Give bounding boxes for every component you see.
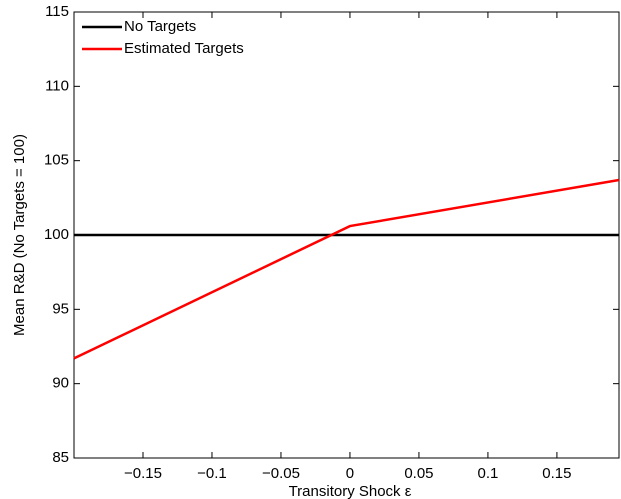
x-tick-label: 0.05 (404, 465, 433, 482)
x-tick-label: 0.15 (542, 465, 571, 482)
y-tick-label: 115 (45, 3, 69, 20)
y-tick-label: 90 (52, 375, 69, 392)
legend-label: Estimated Targets (124, 40, 244, 57)
y-tick-label: 105 (44, 152, 69, 169)
x-axis-label: Transitory Shock ε (289, 483, 412, 499)
x-tick-label: −0.15 (124, 465, 162, 482)
y-tick-label: 85 (52, 449, 69, 466)
x-tick-label: 0 (346, 465, 354, 482)
x-tick-label: 0.1 (477, 465, 498, 482)
x-tick-label: −0.05 (262, 465, 300, 482)
x-tick-label: −0.1 (197, 465, 227, 482)
y-tick-label: 100 (44, 226, 69, 243)
y-tick-label: 110 (45, 77, 69, 94)
y-axis-label: Mean R&D (No Targets = 100) (11, 134, 28, 336)
series-line (73, 178, 620, 360)
legend-label: No Targets (124, 18, 196, 35)
y-tick-label: 95 (52, 300, 69, 317)
